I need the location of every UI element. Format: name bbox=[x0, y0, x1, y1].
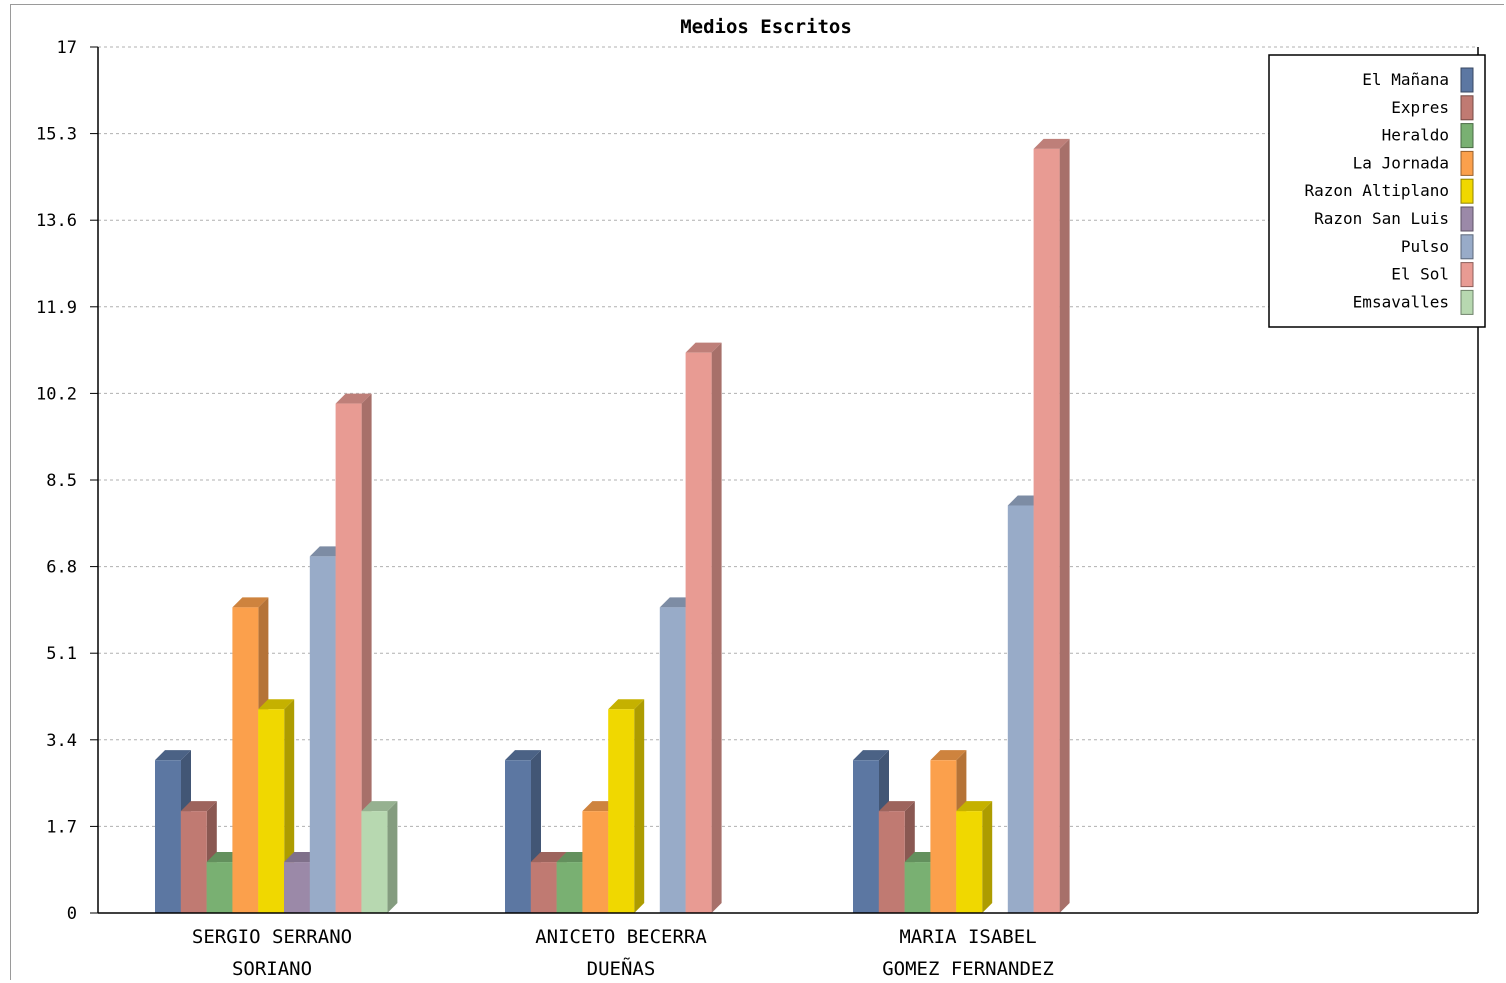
legend-label: La Jornada bbox=[1353, 153, 1449, 172]
bar-front bbox=[930, 760, 957, 913]
bar bbox=[335, 393, 372, 913]
legend-label: El Mañana bbox=[1362, 70, 1449, 89]
bar-top bbox=[361, 801, 398, 812]
legend-swatch bbox=[1460, 206, 1474, 232]
bar-front bbox=[284, 862, 310, 913]
bar bbox=[258, 699, 295, 913]
legend-label: Razon Altiplano bbox=[1305, 181, 1450, 200]
x-tick-label: SORIANO bbox=[232, 958, 312, 980]
y-axis-ticks: 0 1.7 3.4 5.1 6.8 8.5 10.2 11.9 13.6 15.3 17 bbox=[36, 38, 98, 924]
legend-swatch bbox=[1460, 95, 1474, 121]
bar-front bbox=[155, 760, 181, 913]
bar-front bbox=[878, 811, 905, 913]
bar-top bbox=[853, 750, 889, 761]
x-axis-labels: SERGIO SERRANO SORIANO ANICETO BECERRA DUEÑ… bbox=[192, 926, 1054, 980]
y-tick-label: 5.1 bbox=[46, 644, 77, 664]
x-tick-label: ANICETO BECERRA bbox=[535, 926, 707, 948]
y-tick-label: 1.7 bbox=[46, 817, 77, 837]
legend-swatch bbox=[1460, 150, 1474, 176]
legend: El Mañana Expres Heraldo La Jornada Razon Al… bbox=[1268, 54, 1486, 328]
bar-top bbox=[878, 801, 915, 812]
bar-front bbox=[309, 556, 336, 913]
bar bbox=[685, 342, 722, 913]
bars bbox=[155, 138, 1070, 914]
bar-top bbox=[335, 393, 372, 404]
bar-top bbox=[258, 699, 295, 710]
y-tick-label: 11.9 bbox=[36, 298, 77, 318]
bar-top bbox=[685, 342, 722, 353]
bar-side bbox=[711, 342, 722, 913]
legend-label: Razon San Luis bbox=[1314, 209, 1449, 228]
y-tick-label: 6.8 bbox=[46, 558, 77, 578]
x-tick-label: DUEÑAS bbox=[587, 957, 656, 980]
bar-front bbox=[361, 811, 388, 913]
bar-side bbox=[361, 393, 372, 913]
bar-top bbox=[1033, 138, 1070, 149]
y-tick-label: 15.3 bbox=[36, 125, 77, 145]
bar-front bbox=[206, 862, 233, 913]
y-tick-label: 3.4 bbox=[46, 731, 77, 751]
legend-swatch bbox=[1460, 289, 1474, 315]
bar bbox=[361, 801, 398, 913]
bar-front bbox=[659, 607, 686, 913]
bar-top bbox=[232, 597, 269, 608]
bar-front bbox=[505, 760, 531, 913]
legend-label: Expres bbox=[1391, 98, 1449, 117]
bar bbox=[1033, 138, 1070, 914]
bar bbox=[956, 801, 993, 913]
bar-front bbox=[685, 352, 712, 913]
bar-front bbox=[258, 709, 285, 913]
y-tick-label: 0 bbox=[67, 904, 77, 924]
legend-label: Emsavalles bbox=[1353, 292, 1449, 311]
x-tick-label: SERGIO SERRANO bbox=[192, 926, 352, 948]
bar bbox=[608, 699, 645, 913]
legend-swatch bbox=[1460, 262, 1474, 288]
bar-front bbox=[608, 709, 635, 913]
bar-side bbox=[982, 801, 993, 913]
bar-front bbox=[180, 811, 207, 913]
legend-swatch bbox=[1460, 178, 1474, 204]
bar-top bbox=[608, 699, 645, 710]
bar-side bbox=[387, 801, 398, 913]
bar-front bbox=[232, 607, 259, 913]
legend-swatch bbox=[1460, 67, 1474, 93]
bar-front bbox=[1033, 148, 1060, 914]
bar-front bbox=[582, 811, 609, 913]
bar-side bbox=[1059, 138, 1070, 914]
bar-front bbox=[853, 760, 879, 913]
bar-front bbox=[335, 403, 362, 913]
legend-swatch bbox=[1460, 123, 1474, 149]
y-tick-label: 8.5 bbox=[46, 471, 77, 491]
legend-label: El Sol bbox=[1391, 265, 1449, 284]
x-tick-label: GOMEZ FERNANDEZ bbox=[882, 958, 1054, 980]
legend-label: Heraldo bbox=[1382, 126, 1449, 145]
y-tick-label: 13.6 bbox=[36, 211, 77, 231]
chart-title: Medios Escritos bbox=[680, 16, 852, 38]
bar-front bbox=[956, 811, 983, 913]
legend-label: Pulso bbox=[1401, 237, 1449, 256]
bar-front bbox=[530, 862, 557, 913]
bar-front bbox=[556, 862, 583, 913]
bar-front bbox=[904, 862, 931, 913]
bar-front bbox=[1007, 505, 1034, 913]
chart-frame bbox=[10, 4, 1504, 980]
bar-side bbox=[634, 699, 645, 913]
legend-box bbox=[1268, 54, 1486, 328]
x-tick-label: MARIA ISABEL bbox=[899, 926, 1036, 948]
bar-top bbox=[505, 750, 541, 761]
bar-top bbox=[930, 750, 967, 761]
y-tick-label: 17 bbox=[57, 38, 77, 58]
bar-top bbox=[180, 801, 217, 812]
y-tick-label: 10.2 bbox=[36, 384, 77, 404]
bar-top bbox=[530, 852, 567, 863]
legend-swatch bbox=[1460, 234, 1474, 260]
bar-top bbox=[956, 801, 993, 812]
bar-top bbox=[155, 750, 191, 761]
